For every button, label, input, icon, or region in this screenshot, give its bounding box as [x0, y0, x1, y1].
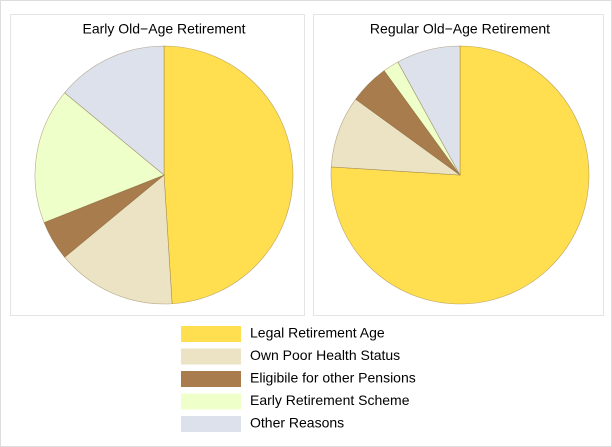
pie-slice: [64, 45, 165, 176]
pie-slice: [34, 92, 165, 223]
pie-slice: [330, 45, 590, 305]
legend-swatch: [181, 416, 241, 432]
legend-swatch: [181, 326, 241, 342]
legend-swatch: [181, 393, 241, 410]
legend-label: Eligibile for other Pensions: [250, 370, 416, 386]
panel: [10, 14, 305, 316]
chart-title: Early Old−Age Retirement: [82, 21, 245, 37]
pie-slice: [64, 174, 173, 305]
panel: [313, 14, 604, 316]
pie-slice: [397, 45, 461, 176]
legend-label: Legal Retirement Age: [250, 325, 385, 341]
legend-label: Other Reasons: [250, 415, 344, 431]
chart-title: Regular Old−Age Retirement: [370, 21, 550, 37]
legend-swatch: [181, 371, 241, 387]
pie-slice: [163, 45, 294, 305]
legend-label: Own Poor Health Status: [250, 347, 400, 363]
legend-swatch: [181, 348, 241, 365]
legend-label: Early Retirement Scheme: [250, 392, 410, 408]
